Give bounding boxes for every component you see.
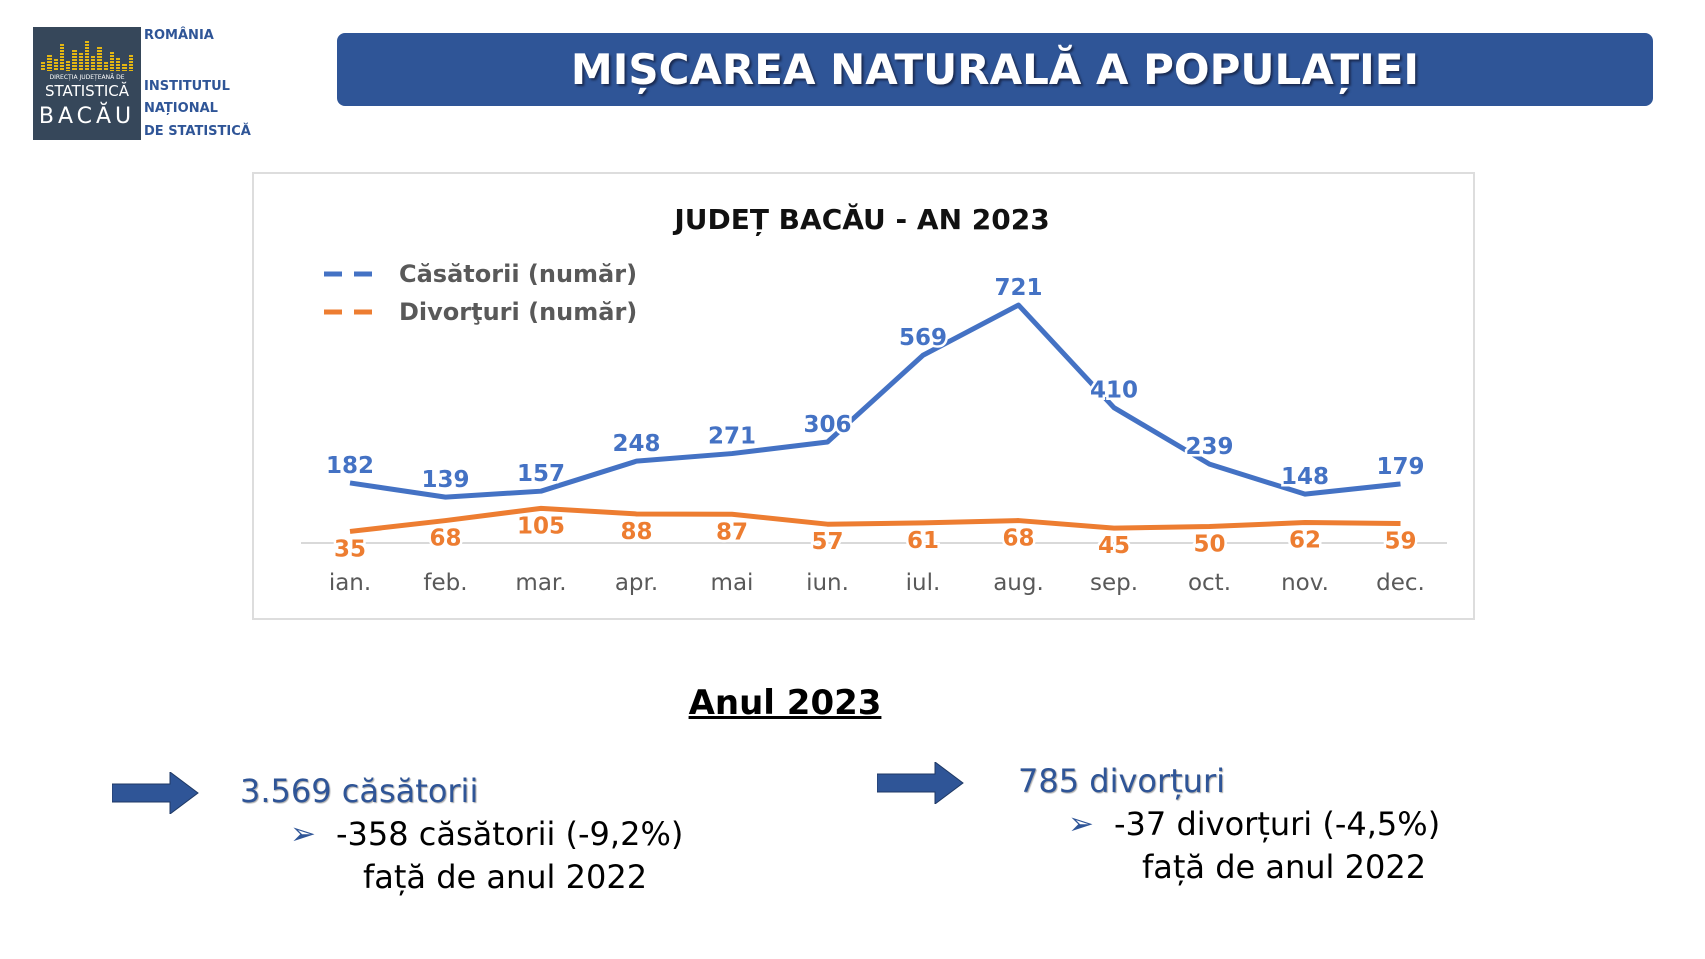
data-label: 88 — [620, 519, 652, 545]
arrow-right-icon — [112, 772, 199, 814]
data-label: 148 — [1281, 464, 1329, 490]
data-label: 105 — [517, 513, 565, 539]
x-tick-label: oct. — [1188, 570, 1231, 596]
marriages-change: -358 căsătorii (-9,2%) — [336, 815, 684, 853]
data-label: 57 — [811, 529, 843, 555]
data-label: 239 — [1185, 434, 1233, 460]
marriages-compare: față de anul 2022 — [363, 858, 648, 896]
data-label: 271 — [708, 424, 756, 450]
data-label: 306 — [803, 412, 851, 438]
x-tick-label: mai — [711, 570, 754, 596]
x-tick-label: apr. — [615, 570, 658, 596]
data-label: 721 — [994, 275, 1042, 301]
x-tick-label: iul. — [906, 570, 941, 596]
divorces-change: -37 divorțuri (-4,5%) — [1114, 805, 1441, 843]
line-chart: JUDEȚ BACĂU - AN 2023 Căsătorii (număr) D… — [301, 202, 1447, 596]
chart-container: JUDEȚ BACĂU - AN 2023 Căsătorii (număr) D… — [252, 172, 1475, 620]
x-tick-label: nov. — [1281, 570, 1329, 596]
data-label: 182 — [326, 453, 374, 479]
data-label: 179 — [1376, 454, 1424, 480]
org-name-1: INSTITUTUL — [144, 79, 230, 94]
summary-heading: Anul 2023 — [688, 683, 882, 723]
dj-statistica-bacau-logo: DIRECȚIA JUDEȚEANĂ DE STATISTICĂ BACĂU — [33, 27, 141, 140]
data-label: 35 — [334, 536, 366, 562]
bullet-arrow-icon: ➢ — [290, 816, 316, 852]
arrow-right-icon — [877, 762, 964, 804]
data-label: 50 — [1193, 532, 1225, 558]
data-label: 45 — [1098, 533, 1130, 559]
divorces-total: 785 divorțuri — [1018, 762, 1225, 800]
data-label: 410 — [1090, 378, 1138, 404]
org-name-2: NAȚIONAL — [144, 101, 218, 116]
marriages-total: 3.569 căsătorii — [240, 772, 479, 810]
data-label: 569 — [899, 325, 947, 351]
chart-title: JUDEȚ BACĂU - AN 2023 — [672, 202, 1049, 236]
x-tick-label: mar. — [515, 570, 566, 596]
data-label: 68 — [1002, 526, 1034, 552]
data-label: 87 — [716, 519, 748, 545]
x-tick-label: aug. — [993, 570, 1044, 596]
data-label: 248 — [612, 431, 660, 457]
x-tick-label: iun. — [806, 570, 849, 596]
data-label: 68 — [429, 526, 461, 552]
data-label: 157 — [517, 461, 565, 487]
x-tick-label: dec. — [1376, 570, 1425, 596]
org-country: ROMÂNIA — [144, 28, 214, 43]
page-title: MIȘCAREA NATURALĂ A POPULAȚIEI — [337, 33, 1653, 106]
divorces-compare: față de anul 2022 — [1142, 848, 1427, 886]
data-label: 62 — [1289, 528, 1321, 554]
data-label: 59 — [1384, 529, 1416, 555]
legend-label: Căsătorii (număr) — [399, 260, 637, 288]
x-tick-label: ian. — [329, 570, 371, 596]
logo-line2: STATISTICĂ — [44, 82, 130, 100]
x-tick-label: feb. — [423, 570, 467, 596]
data-label: 61 — [907, 528, 939, 554]
bullet-arrow-icon: ➢ — [1068, 806, 1094, 842]
logo-line3: BACĂU — [38, 104, 136, 129]
org-name-3: DE STATISTICĂ — [144, 124, 251, 139]
series-line — [349, 302, 1401, 500]
logo-line1: DIRECȚIA JUDEȚEANĂ DE — [49, 74, 125, 81]
legend-label: Divorţuri (număr) — [399, 298, 637, 326]
data-label: 139 — [421, 467, 469, 493]
x-tick-label: sep. — [1090, 570, 1138, 596]
series-line — [349, 505, 1401, 534]
